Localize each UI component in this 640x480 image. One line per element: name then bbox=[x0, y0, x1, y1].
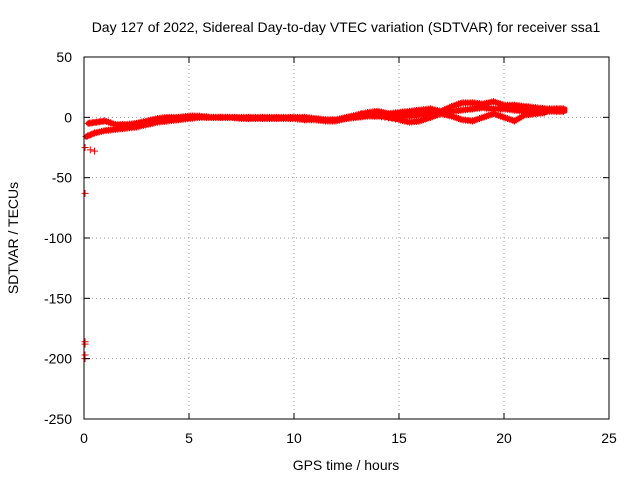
data-point bbox=[490, 98, 497, 106]
data-point bbox=[378, 113, 385, 121]
data-point bbox=[498, 113, 506, 121]
data-point bbox=[456, 115, 464, 123]
data-point bbox=[103, 118, 111, 126]
data-point bbox=[106, 119, 114, 127]
data-point bbox=[470, 116, 478, 124]
x-tick-label: 10 bbox=[286, 430, 302, 446]
chart-title: Day 127 of 2022, Sidereal Day-to-day VTE… bbox=[92, 19, 601, 35]
data-point bbox=[448, 102, 455, 110]
data-point bbox=[476, 115, 483, 123]
data-point bbox=[493, 111, 501, 119]
data-point bbox=[449, 102, 457, 110]
data-point bbox=[446, 103, 454, 111]
y-tick-label: -150 bbox=[44, 290, 72, 306]
data-point bbox=[498, 101, 506, 109]
data-point bbox=[418, 116, 426, 124]
data-point bbox=[505, 115, 513, 123]
data-point bbox=[425, 114, 433, 122]
data-point bbox=[495, 112, 503, 120]
data-point bbox=[502, 114, 510, 122]
y-tick-label: -200 bbox=[44, 351, 72, 367]
y-tick-label: -50 bbox=[52, 170, 72, 186]
data-point bbox=[479, 113, 487, 121]
data-point bbox=[486, 111, 494, 119]
data-point bbox=[493, 99, 501, 107]
x-tick-label: 0 bbox=[80, 430, 88, 446]
data-point bbox=[434, 111, 441, 119]
data-point bbox=[428, 113, 436, 121]
data-point bbox=[392, 115, 399, 123]
x-tick-label: 25 bbox=[601, 430, 617, 446]
data-point bbox=[469, 117, 476, 125]
data-point bbox=[89, 130, 97, 138]
data-point bbox=[453, 101, 461, 109]
data-point bbox=[497, 100, 504, 108]
data-point bbox=[432, 112, 440, 120]
data-point bbox=[490, 110, 497, 118]
data-point bbox=[519, 112, 527, 120]
data-point bbox=[500, 113, 508, 121]
data-point bbox=[381, 113, 389, 121]
data-point bbox=[388, 115, 396, 123]
x-tick-label: 5 bbox=[185, 430, 193, 446]
data-point bbox=[442, 105, 450, 113]
data-point bbox=[449, 113, 457, 121]
data-point bbox=[455, 115, 462, 123]
data-point bbox=[491, 98, 499, 106]
outlier-point bbox=[81, 340, 89, 348]
data-point bbox=[451, 113, 459, 121]
data-point bbox=[448, 112, 455, 120]
data-point bbox=[495, 99, 503, 107]
data-point bbox=[560, 105, 567, 113]
data-point bbox=[427, 113, 434, 121]
data-band-2 bbox=[84, 98, 568, 129]
y-tick-label: -250 bbox=[44, 411, 72, 427]
data-point bbox=[455, 100, 462, 108]
data-point bbox=[504, 115, 511, 123]
x-axis-label: GPS time / hours bbox=[293, 457, 400, 473]
data-point bbox=[483, 112, 490, 120]
data-point bbox=[110, 120, 118, 128]
x-tick-label: 20 bbox=[496, 430, 512, 446]
data-point bbox=[416, 117, 424, 125]
data-point bbox=[444, 104, 452, 112]
data-point bbox=[385, 114, 392, 122]
data-point bbox=[481, 113, 489, 121]
data-point bbox=[472, 116, 480, 124]
y-tick-label: 0 bbox=[64, 109, 72, 125]
data-point bbox=[374, 112, 382, 120]
y-tick-label: 50 bbox=[56, 49, 72, 65]
data-point bbox=[477, 114, 485, 122]
data-point bbox=[420, 116, 427, 124]
data-point bbox=[474, 115, 482, 123]
data-band-3 bbox=[357, 109, 549, 126]
data-point bbox=[484, 112, 492, 120]
data-point bbox=[456, 99, 464, 107]
axis-ticks bbox=[83, 56, 610, 420]
data-point bbox=[491, 110, 499, 118]
data-point bbox=[540, 109, 548, 117]
data-point bbox=[497, 112, 504, 120]
y-tick-label: -100 bbox=[44, 230, 72, 246]
data-point bbox=[421, 115, 429, 123]
axis-tick-labels: 0 5 10 15 20 25 50 0 -50 -100 -150 -200 -250 bbox=[44, 49, 617, 446]
data-point bbox=[430, 112, 438, 120]
data-point bbox=[108, 119, 116, 127]
x-tick-label: 15 bbox=[391, 430, 407, 446]
data-point bbox=[105, 118, 112, 126]
outlier-points bbox=[81, 144, 98, 363]
data-point bbox=[101, 117, 109, 125]
outlier-point bbox=[86, 146, 94, 154]
data-point bbox=[423, 115, 431, 123]
data-point bbox=[451, 101, 459, 109]
data-point bbox=[453, 114, 461, 122]
outlier-point bbox=[91, 147, 98, 155]
outlier-point bbox=[81, 189, 89, 197]
data-series bbox=[81, 98, 568, 363]
y-axis-label: SDTVAR / TECUs bbox=[5, 182, 21, 294]
outlier-point bbox=[81, 144, 89, 151]
